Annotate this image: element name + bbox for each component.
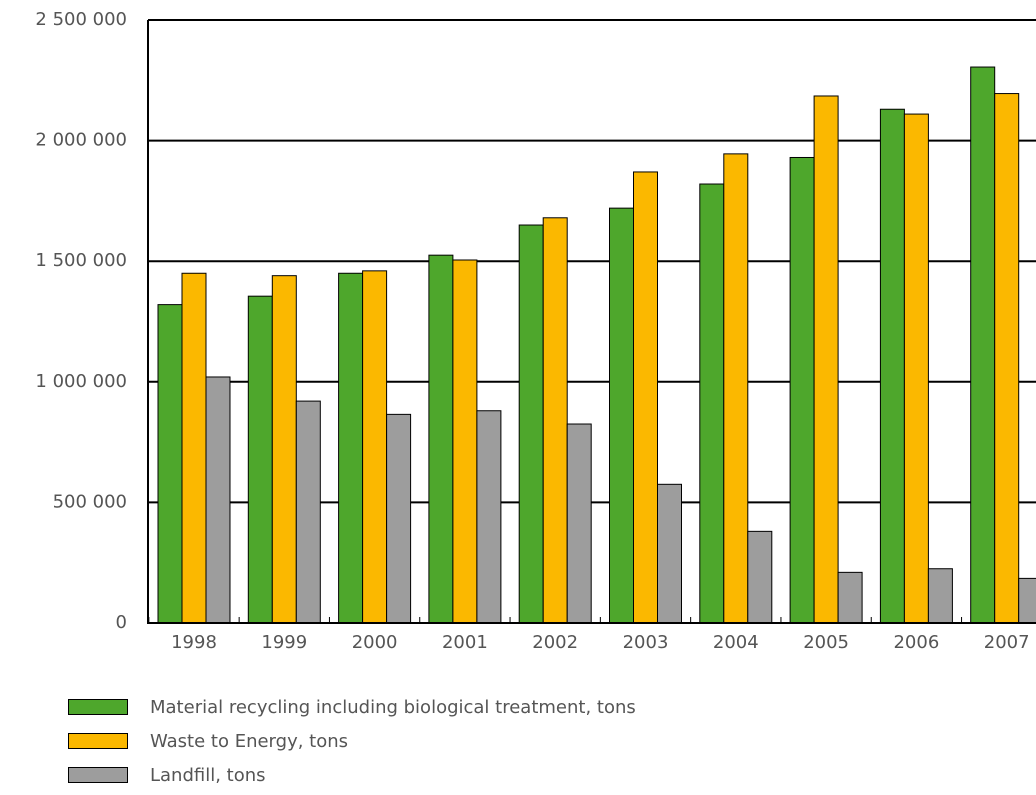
bar-2007-2: [1018, 577, 1036, 624]
legend-label-landfill: Landfill, tons: [150, 764, 266, 786]
bar-2001-1: [452, 259, 478, 624]
bar-2000-1: [362, 270, 388, 624]
x-tick-label: 2000: [352, 632, 398, 653]
legend-item-energy: Waste to Energy, tons: [68, 724, 636, 758]
x-tick-label: 2003: [623, 632, 669, 653]
bar-2007-1: [994, 93, 1020, 624]
bar-2005-2: [837, 571, 863, 624]
x-tick-label: 2007: [984, 632, 1030, 653]
bar-1998-0: [157, 304, 183, 624]
bar-2003-2: [657, 483, 682, 624]
bar-2005-1: [813, 95, 839, 624]
x-axis-ticks: 1998 1999 2000 2001 2002 2003 2004 2005 2006 2007: [171, 632, 1030, 653]
x-tick-label: 2004: [713, 632, 759, 653]
chart: 0 500 000 1 000 000 1 500 000 2 000 000 2 500…: [35, 9, 1036, 653]
bar-2003-1: [633, 171, 658, 624]
bar-1999-2: [295, 400, 321, 624]
legend-label-energy: Waste to Energy, tons: [150, 730, 349, 752]
x-tick-label: 1998: [171, 632, 217, 653]
plot-frame: [147, 19, 1036, 624]
bar-2002-0: [518, 224, 544, 624]
bar-1999-0: [247, 295, 273, 624]
y-tick-label: 1 000 000: [35, 371, 127, 392]
x-tick-label: 2006: [893, 632, 939, 653]
bar-2002-2: [566, 423, 592, 624]
x-tick-label: 2005: [803, 632, 849, 653]
x-tick-label: 1999: [261, 632, 307, 653]
legend-swatch-recycling: [68, 699, 128, 715]
x-tick-label: 2002: [532, 632, 578, 653]
legend-swatch-landfill: [68, 767, 128, 783]
legend-item-landfill: Landfill, tons: [68, 758, 636, 792]
bar-1998-1: [181, 272, 207, 624]
bar-2003-0: [609, 207, 634, 624]
y-tick-label: 1 500 000: [35, 250, 127, 271]
bar-2000-0: [338, 272, 364, 624]
bar-2006-2: [927, 568, 953, 624]
y-axis-ticks: 0 500 000 1 000 000 1 500 000 2 000 000 2 500…: [35, 9, 127, 633]
bar-2001-2: [476, 410, 502, 624]
bar-1998-2: [205, 376, 231, 624]
y-tick-label: 500 000: [53, 491, 127, 512]
bar-2006-1: [903, 113, 929, 624]
y-tick-label: 2 500 000: [35, 9, 127, 30]
legend-label-recycling: Material recycling including biological …: [150, 696, 636, 718]
legend-item-recycling: Material recycling including biological …: [68, 690, 636, 724]
bar-2002-1: [542, 217, 568, 624]
bar-1999-1: [271, 275, 297, 624]
bar-2005-0: [789, 156, 815, 624]
bar-2001-0: [428, 254, 454, 624]
bar-2006-0: [879, 108, 905, 624]
legend-swatch-energy: [68, 733, 128, 749]
bar-2004-2: [747, 530, 773, 624]
bar-2004-1: [723, 153, 749, 624]
y-tick-label: 0: [116, 612, 127, 633]
legend: Material recycling including biological …: [68, 690, 636, 792]
bar-2007-0: [970, 66, 996, 624]
x-tick-label: 2001: [442, 632, 488, 653]
bars: [157, 66, 1036, 624]
y-tick-label: 2 000 000: [35, 130, 127, 151]
bar-2004-0: [699, 183, 725, 624]
bar-2000-2: [386, 413, 412, 624]
